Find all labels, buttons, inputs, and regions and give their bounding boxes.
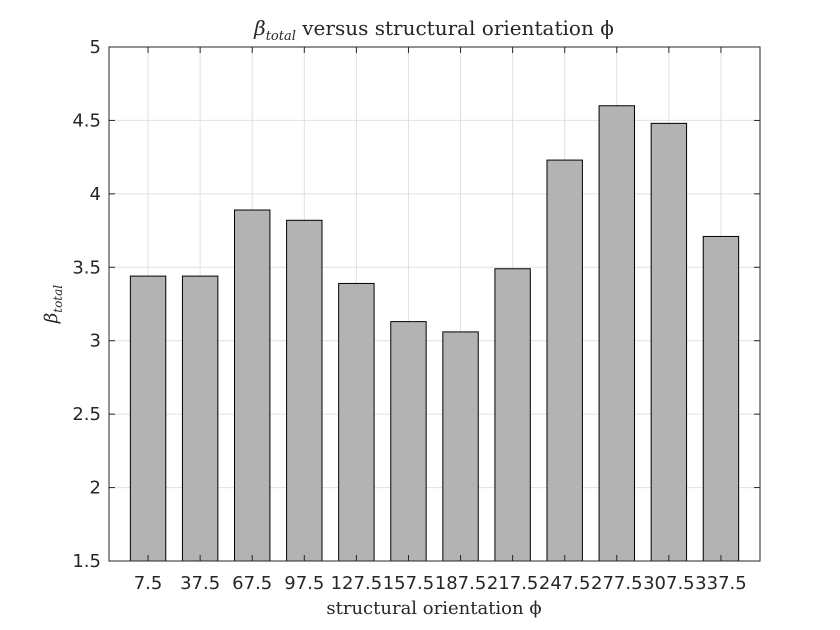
bar	[650, 122, 688, 562]
y-axis-label-subscript: total	[51, 285, 65, 313]
chart-title: βtotal versus structural orientation ϕ	[253, 16, 614, 44]
bar	[286, 219, 323, 562]
chart-title-rest: versus structural orientation ϕ	[296, 16, 614, 40]
x-tick-label: 67.5	[232, 573, 272, 594]
chart-title-symbol: β	[253, 16, 266, 40]
x-tick-label: 97.5	[284, 573, 324, 594]
y-tick-label: 5	[90, 37, 101, 58]
axes-box	[108, 46, 761, 562]
x-tick-label: 187.5	[435, 573, 487, 594]
x-tick-label: 277.5	[591, 573, 643, 594]
bars	[129, 105, 740, 562]
y-tick-label: 3	[90, 331, 101, 352]
bar	[702, 235, 740, 562]
x-tick-label: 37.5	[180, 573, 220, 594]
x-tick-label: 337.5	[695, 573, 747, 594]
x-axis-ticks: 7.5 37.5 67.5 97.5 127.5 157.5 187.5 217.5 247.5…	[134, 47, 747, 594]
y-axis-label-symbol: β	[41, 313, 62, 324]
x-tick-label: 217.5	[487, 573, 539, 594]
bar	[442, 331, 479, 562]
bar	[234, 209, 271, 562]
y-tick-label: 2.5	[72, 404, 101, 425]
bar	[129, 275, 167, 562]
x-tick-label: 7.5	[134, 573, 163, 594]
x-tick-label: 127.5	[331, 573, 383, 594]
bar	[546, 159, 583, 562]
bar	[494, 268, 531, 562]
y-tick-label: 1.5	[72, 551, 101, 572]
bar	[598, 105, 635, 562]
x-tick-label: 247.5	[539, 573, 591, 594]
bar	[390, 321, 427, 562]
chart-title-subscript: total	[266, 29, 296, 44]
y-axis-ticks: 1.5 2 2.5 3 3.5 4 4.5 5	[72, 37, 760, 572]
bar	[181, 275, 219, 562]
y-tick-label: 3.5	[72, 257, 101, 278]
y-axis-label: βtotal	[41, 285, 65, 324]
y-tick-label: 4	[90, 184, 101, 205]
x-tick-label: 307.5	[643, 573, 695, 594]
y-tick-label: 2	[90, 478, 101, 499]
x-tick-label: 157.5	[383, 573, 435, 594]
bar	[338, 282, 375, 562]
x-axis-label: structural orientation ϕ	[326, 598, 541, 619]
y-tick-label: 4.5	[72, 110, 101, 131]
